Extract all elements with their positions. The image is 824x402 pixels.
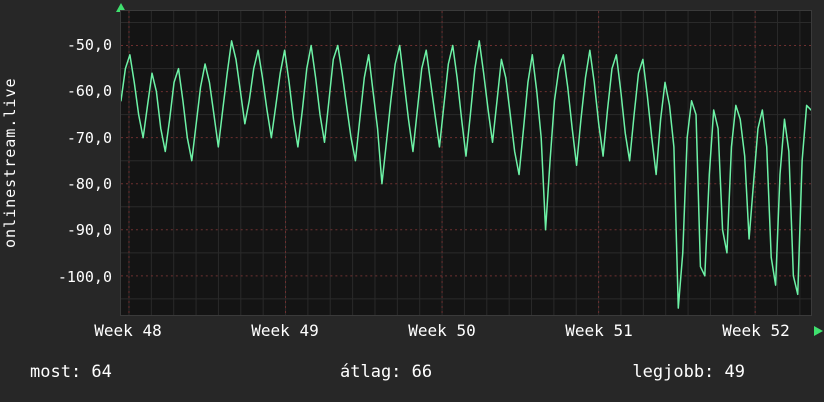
x-tick-label: Week 49 [251, 321, 319, 340]
y-tick-label: -100,0 [57, 267, 112, 286]
x-tick-label: Week 51 [565, 321, 633, 340]
stat-most: most: 64 [30, 362, 112, 382]
y-tick-label: -70,0 [66, 128, 112, 147]
x-tick-label: Week 52 [722, 321, 790, 340]
y-axis-arrow-icon [116, 3, 126, 12]
y-tick-label: -80,0 [66, 174, 112, 193]
x-tick-label: Week 50 [408, 321, 476, 340]
stat-average: átlag: 66 [340, 362, 433, 382]
y-tick-label: -60,0 [66, 82, 112, 101]
x-tick-label: Week 48 [94, 321, 162, 340]
stats-bar: most: 64 átlag: 66 legjobb: 49 [0, 362, 824, 392]
plot-area [120, 10, 812, 316]
y-tick-label: -90,0 [66, 221, 112, 240]
x-axis-arrow-icon [814, 326, 823, 336]
chart-svg [121, 11, 811, 315]
y-tick-label: -50,0 [66, 35, 112, 54]
stat-best: legjobb: 49 [632, 362, 745, 382]
